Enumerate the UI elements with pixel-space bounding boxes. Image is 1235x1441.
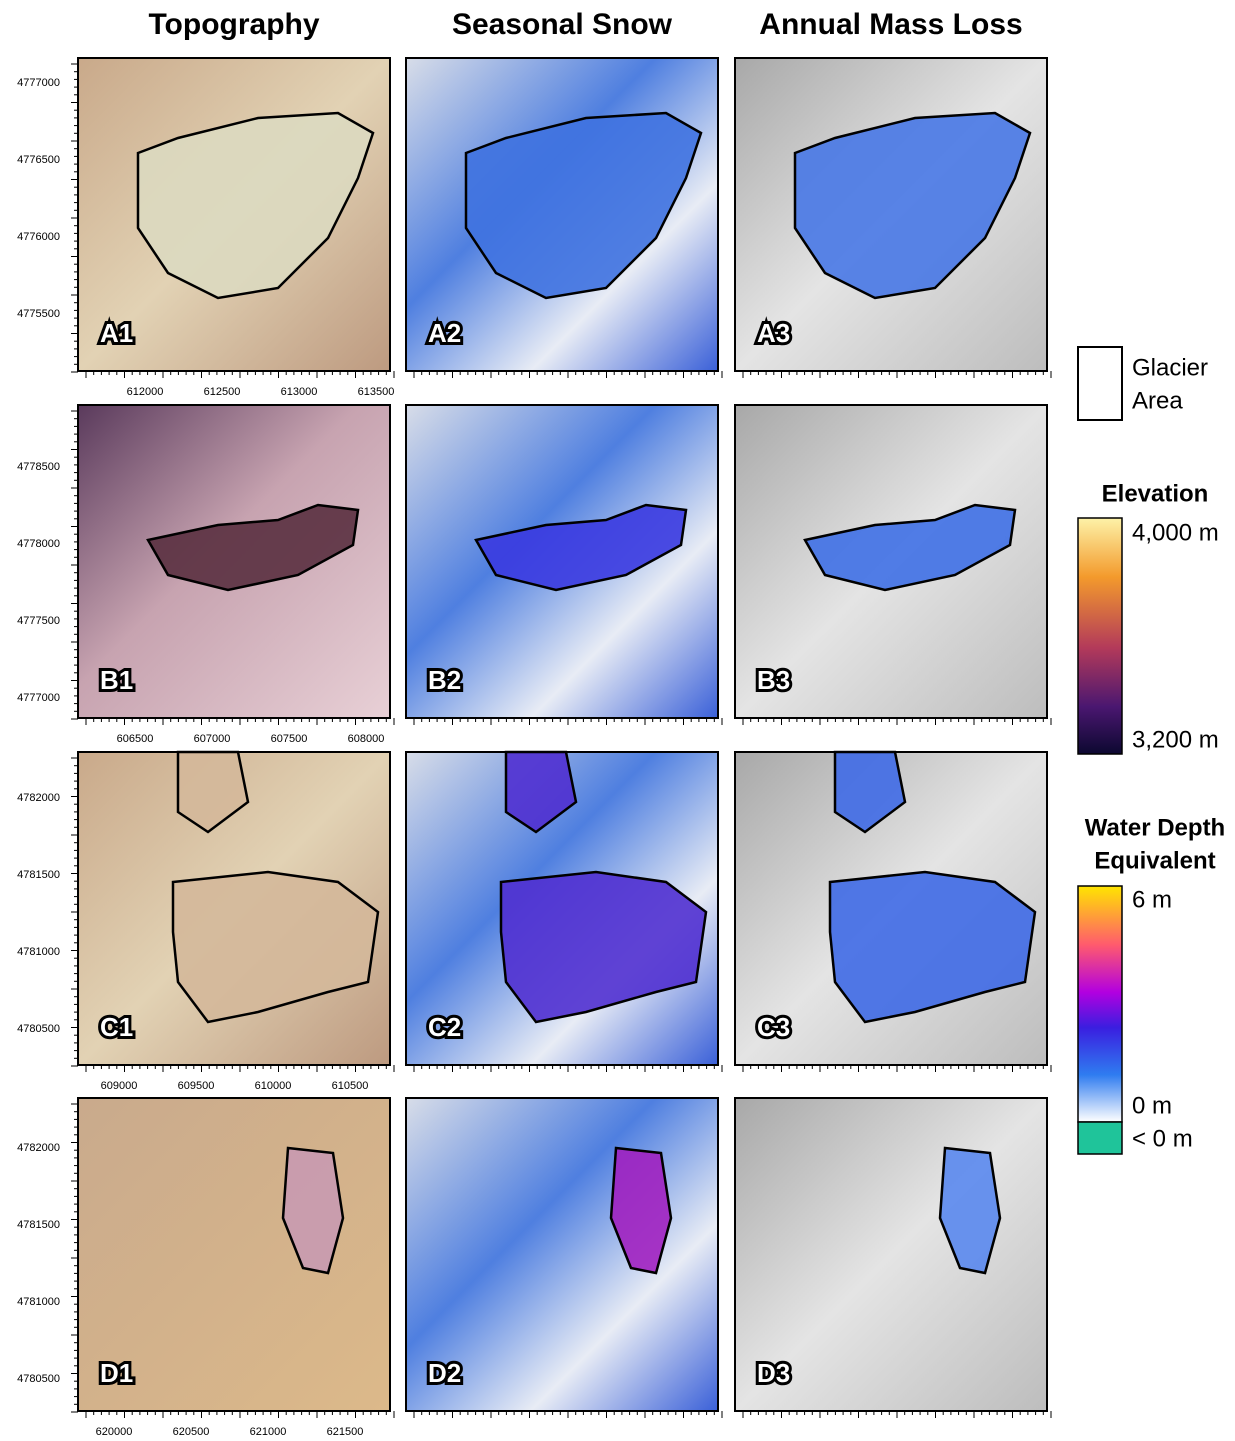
y-tick-label: 4776000 (17, 231, 60, 243)
y-tick-label: 4780500 (17, 1373, 60, 1385)
map-panel: D3 (735, 1098, 1051, 1418)
x-tick-label: 621000 (250, 1426, 287, 1438)
y-tick-label: 4775500 (17, 308, 60, 320)
x-tick-label: 612000 (127, 386, 164, 398)
y-tick-label: 4777000 (17, 692, 60, 704)
x-tick-label: 608000 (348, 733, 385, 745)
panel-label: A1 (100, 318, 133, 348)
map-panel: C2 (406, 752, 722, 1072)
colorbar-label: 4,000 m (1132, 519, 1219, 546)
y-tick-label: 4781000 (17, 946, 60, 958)
panel-label: B3 (757, 665, 790, 695)
y-tick-label: 4781500 (17, 869, 60, 881)
elevation-colorbar (1078, 518, 1122, 754)
map-panel: D1 (78, 1098, 394, 1418)
figure: Topography Seasonal Snow Annual Mass Los… (0, 0, 1235, 1441)
y-tick-label: 4780500 (17, 1023, 60, 1035)
x-tick-label: 610500 (332, 1080, 369, 1092)
panel-label: D1 (100, 1358, 133, 1388)
map-panel: A3 (735, 58, 1051, 378)
colorbar-label: < 0 m (1132, 1125, 1193, 1152)
y-tick-label: 4781000 (17, 1296, 60, 1308)
map-panel: B1 (78, 405, 394, 725)
map-panel: C3 (735, 752, 1051, 1072)
x-tick-label: 613500 (358, 386, 395, 398)
legend-title: Equivalent (1094, 847, 1215, 874)
panel-label: A2 (428, 318, 461, 348)
x-tick-label: 609000 (101, 1080, 138, 1092)
map-panel: A2 (406, 58, 722, 378)
map-panel: B2 (406, 405, 722, 725)
x-tick-label: 620500 (173, 1426, 210, 1438)
glacier-swatch (1078, 347, 1122, 420)
column-title: Annual Mass Loss (759, 8, 1022, 41)
panel-label: C2 (428, 1012, 461, 1042)
legend-title: Water Depth (1085, 814, 1225, 841)
x-tick-label: 621500 (327, 1426, 364, 1438)
colorbar-label: 3,200 m (1132, 726, 1219, 753)
colorbar-label: 0 m (1132, 1092, 1172, 1119)
y-tick-label: 4782000 (17, 792, 60, 804)
map-panel: B3 (735, 405, 1051, 725)
colorbar-label: 6 m (1132, 886, 1172, 913)
x-tick-label: 607500 (271, 733, 308, 745)
column-title: Topography (148, 8, 319, 41)
x-tick-label: 612500 (204, 386, 241, 398)
y-tick-label: 4777000 (17, 77, 60, 89)
map-panel: D2 (406, 1098, 722, 1418)
panel-label: D2 (428, 1358, 461, 1388)
x-tick-label: 607000 (194, 733, 231, 745)
y-tick-label: 4776500 (17, 154, 60, 166)
y-tick-label: 4778000 (17, 538, 60, 550)
panel-label: B2 (428, 665, 461, 695)
column-title: Seasonal Snow (452, 8, 673, 41)
panel-label: C1 (100, 1012, 133, 1042)
map-panel: A1 (78, 58, 394, 378)
legend-title: Elevation (1102, 480, 1209, 507)
y-tick-label: 4781500 (17, 1219, 60, 1231)
legend-label: Glacier (1132, 354, 1208, 381)
y-tick-label: 4782000 (17, 1142, 60, 1154)
panel-label: B1 (100, 665, 133, 695)
x-tick-label: 609500 (178, 1080, 215, 1092)
water-colorbar (1078, 886, 1122, 1122)
map-panel: C1 (78, 752, 394, 1072)
x-tick-label: 620000 (96, 1426, 133, 1438)
panel-label: A3 (757, 318, 790, 348)
legend-label: Area (1132, 387, 1183, 414)
x-tick-label: 606500 (117, 733, 154, 745)
x-tick-label: 613000 (281, 386, 318, 398)
panel-label: C3 (757, 1012, 790, 1042)
x-tick-label: 610000 (255, 1080, 292, 1092)
panel-label: D3 (757, 1358, 790, 1388)
negative-swatch (1078, 1122, 1122, 1154)
y-tick-label: 4778500 (17, 461, 60, 473)
y-tick-label: 4777500 (17, 615, 60, 627)
